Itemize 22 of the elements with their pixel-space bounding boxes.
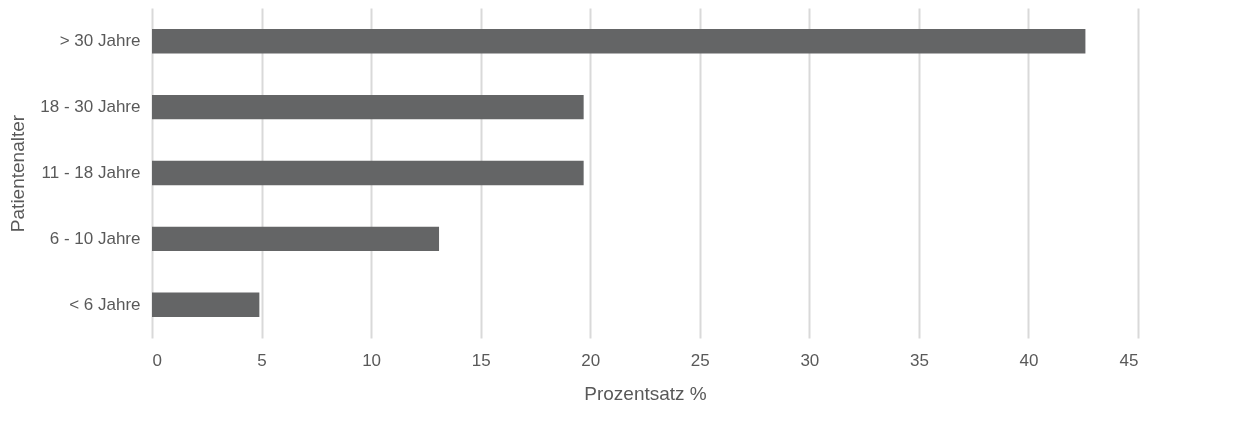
- y-tick-label: > 30 Jahre: [59, 31, 141, 51]
- bar: [152, 226, 440, 252]
- x-axis-title: Prozentsatz %: [584, 382, 707, 404]
- x-tick-label: 40: [1019, 350, 1039, 370]
- y-tick-label: 11 - 18 Jahre: [41, 163, 141, 182]
- bar: [152, 292, 260, 317]
- bar: [152, 94, 584, 120]
- x-tick-label: 25: [690, 350, 710, 370]
- bar: [152, 29, 1086, 54]
- x-tick-label: 15: [471, 350, 491, 370]
- y-axis-title: Patientenalter: [7, 114, 29, 233]
- x-tick-label: 5: [257, 350, 267, 370]
- y-tick-label: < 6 Jahre: [69, 294, 141, 314]
- x-tick-label: 45: [1119, 350, 1139, 370]
- y-tick-label: 18 - 30 Jahre: [40, 97, 141, 117]
- x-tick-label: 30: [800, 350, 820, 370]
- y-tick-label: 6 - 10 Jahre: [49, 228, 141, 248]
- x-tick-label: 0: [152, 350, 162, 370]
- x-tick-label: 20: [581, 350, 601, 370]
- x-tick-label: 10: [362, 350, 382, 370]
- x-tick-label: 35: [909, 350, 929, 370]
- bar: [152, 160, 584, 186]
